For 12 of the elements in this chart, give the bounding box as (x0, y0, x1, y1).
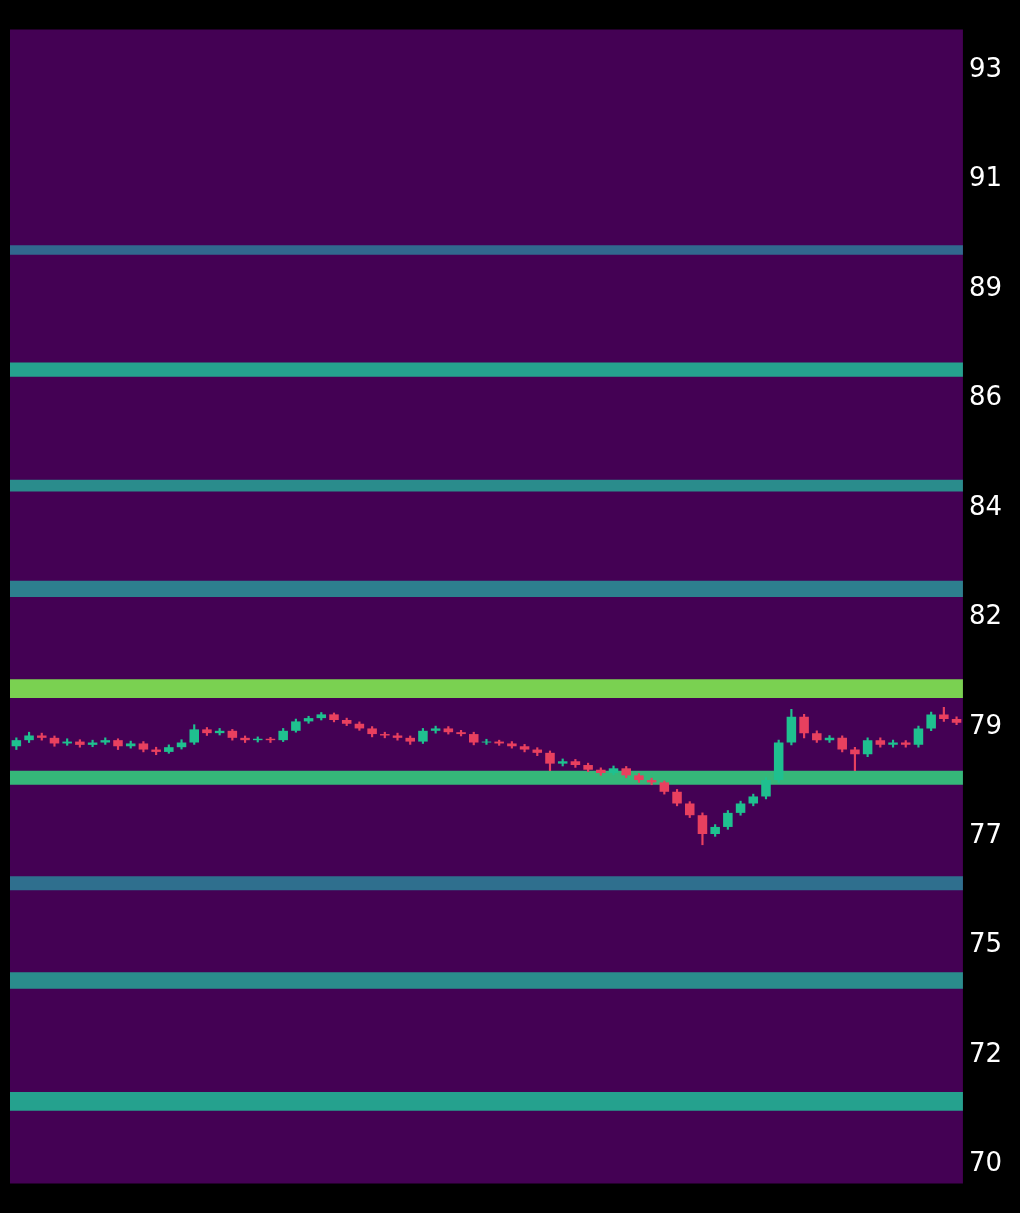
y-tick-label: 91 (968, 162, 1003, 193)
y-tick-label: 79 (968, 709, 1003, 740)
candlestick (481, 738, 492, 745)
y-tick-label: 93 (968, 53, 1003, 84)
y-tick-label: 75 (968, 928, 1003, 959)
y-tick-label: 72 (968, 1038, 1003, 1069)
y-tick-label: 77 (968, 819, 1003, 850)
y-tick-label: 89 (968, 271, 1003, 302)
y-tick-label: 70 (968, 1147, 1003, 1178)
y-tick-label: 86 (968, 381, 1003, 412)
y-tick-label: 82 (968, 600, 1003, 631)
y-tick-label: 84 (968, 490, 1003, 521)
